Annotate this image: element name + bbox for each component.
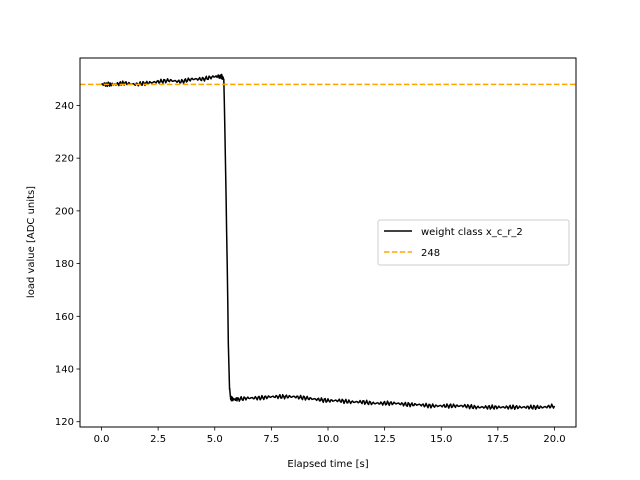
plot-area — [80, 73, 576, 411]
x-tick-label: 0.0 — [94, 434, 110, 445]
x-tick-label: 5.0 — [207, 434, 223, 445]
y-tick-label: 140 — [55, 365, 74, 376]
x-tick-label: 12.5 — [373, 434, 395, 445]
x-tick-label: 7.5 — [263, 434, 279, 445]
x-axis-label: Elapsed time [s] — [287, 459, 368, 470]
x-tick-label: 17.5 — [487, 434, 509, 445]
axis-ticks: 0.0 2.5 5.0 7.5 10.0 12.5 15.0 17.5 20.0 120 140 16… — [55, 101, 566, 445]
y-tick-label: 220 — [55, 154, 74, 165]
y-axis-label: load value [ADC units] — [26, 186, 37, 298]
plot-frame — [79, 57, 577, 428]
legend: weight class x_c_r_2 248 — [377, 219, 570, 266]
y-tick-label: 120 — [55, 417, 74, 428]
x-tick-label: 2.5 — [150, 434, 166, 445]
y-tick-label: 200 — [55, 206, 74, 217]
legend-label-reference-248: 248 — [421, 248, 440, 259]
y-tick-label: 160 — [55, 312, 74, 323]
legend-box — [377, 219, 570, 266]
y-tick-label: 240 — [55, 101, 74, 112]
x-tick-label: 15.0 — [430, 434, 452, 445]
legend-label-weight-class: weight class x_c_r_2 — [421, 227, 523, 238]
y-tick-label: 180 — [55, 259, 74, 270]
x-tick-label: 20.0 — [543, 434, 565, 445]
x-tick-label: 10.0 — [317, 434, 339, 445]
series-line-weight-class — [101, 73, 556, 411]
